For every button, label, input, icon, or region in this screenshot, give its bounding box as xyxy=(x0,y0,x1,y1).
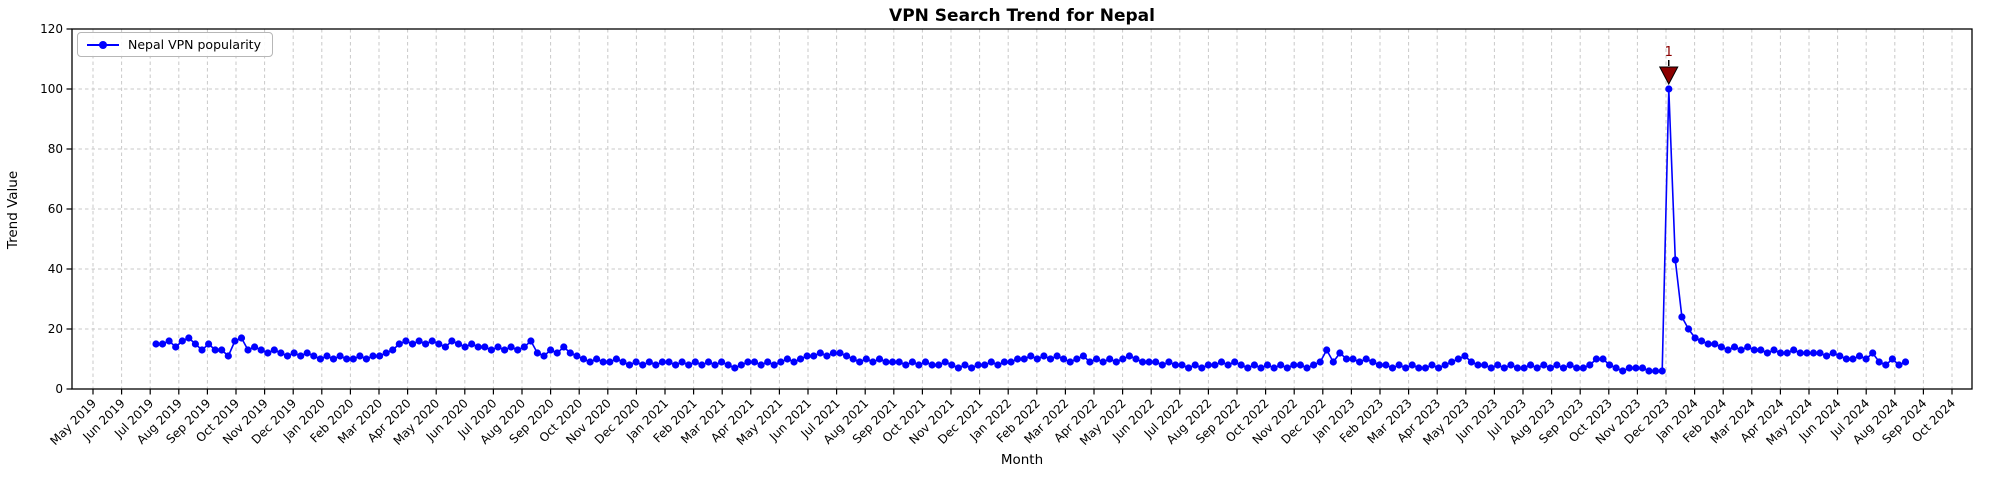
annotation-marker-icon: 1 xyxy=(1658,45,1679,86)
legend-line-marker-icon xyxy=(87,40,119,50)
svg-text:0: 0 xyxy=(55,382,63,396)
gridlines xyxy=(72,28,1972,390)
y-tick-labels: 0 20 40 60 80 100 120 xyxy=(40,22,72,396)
legend-label: Nepal VPN popularity xyxy=(128,37,261,52)
legend: Nepal VPN popularity xyxy=(77,32,273,57)
chart-title: VPN Search Trend for Nepal xyxy=(889,6,1155,26)
svg-text:120: 120 xyxy=(40,22,63,36)
svg-text:40: 40 xyxy=(48,262,63,276)
data-markers xyxy=(152,85,1910,375)
svg-text:20: 20 xyxy=(48,322,63,336)
svg-text:80: 80 xyxy=(48,142,63,156)
x-axis-label: Month xyxy=(1000,452,1044,468)
annotation-label: 1 xyxy=(1665,45,1673,60)
svg-text:60: 60 xyxy=(48,202,63,216)
svg-text:100: 100 xyxy=(40,82,63,96)
